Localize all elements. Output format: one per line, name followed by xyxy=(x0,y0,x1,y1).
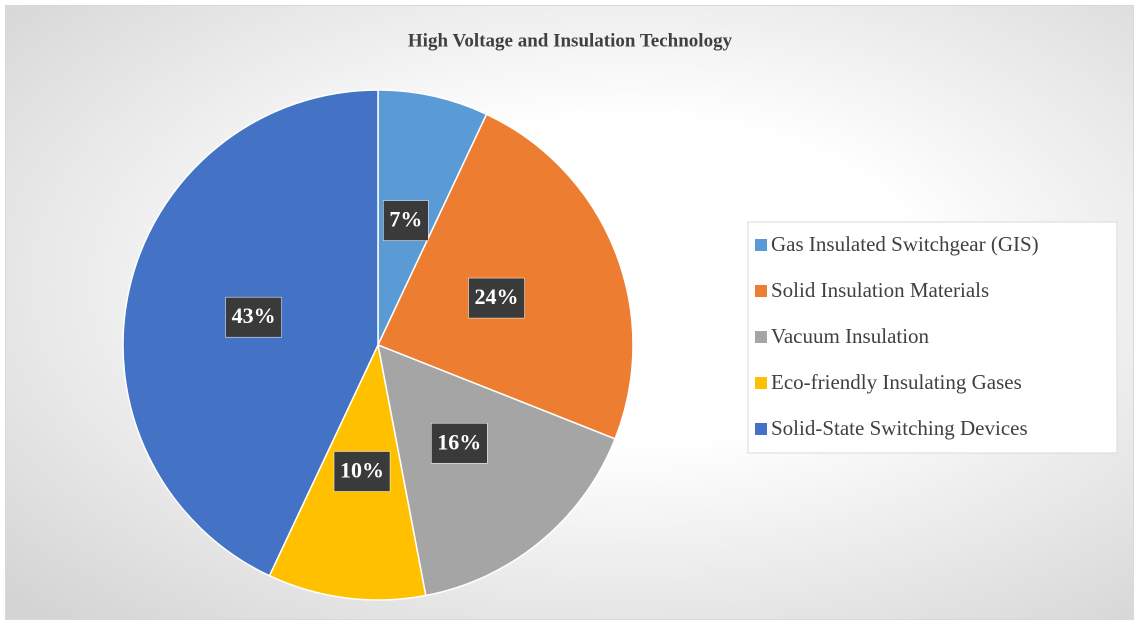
data-label: 7% xyxy=(389,207,422,232)
pie-slice xyxy=(376,113,634,440)
data-labels: 7% 24% 16% 10% 43% xyxy=(225,200,525,492)
legend-swatch xyxy=(755,331,767,343)
data-label-box xyxy=(225,296,282,338)
legend-swatch xyxy=(755,239,767,251)
data-label: 16% xyxy=(437,429,481,454)
legend-swatch xyxy=(755,377,767,389)
legend-label: Solid Insulation Materials xyxy=(771,278,989,302)
legend: Gas Insulated Switchgear (GIS) Solid Insu… xyxy=(747,221,1118,454)
pie-slice xyxy=(377,89,488,346)
legend-label: Solid-State Switching Devices xyxy=(771,416,1028,440)
data-label-box xyxy=(383,200,429,241)
pie xyxy=(122,89,634,601)
legend-box xyxy=(747,221,1118,454)
data-label: 10% xyxy=(340,458,384,483)
legend-swatch xyxy=(755,423,767,435)
legend-swatch xyxy=(755,285,767,297)
legend-label: Gas Insulated Switchgear (GIS) xyxy=(771,232,1039,256)
data-label: 43% xyxy=(232,303,276,328)
data-label-box xyxy=(431,422,488,464)
data-label: 24% xyxy=(475,284,519,309)
pie-slice xyxy=(377,343,617,597)
data-label-box xyxy=(468,277,525,319)
data-label-box xyxy=(333,451,391,492)
chart-title: High Voltage and Insulation Technology xyxy=(408,30,733,51)
legend-label: Eco-friendly Insulating Gases xyxy=(771,370,1022,394)
legend-label: Vacuum Insulation xyxy=(771,324,930,348)
